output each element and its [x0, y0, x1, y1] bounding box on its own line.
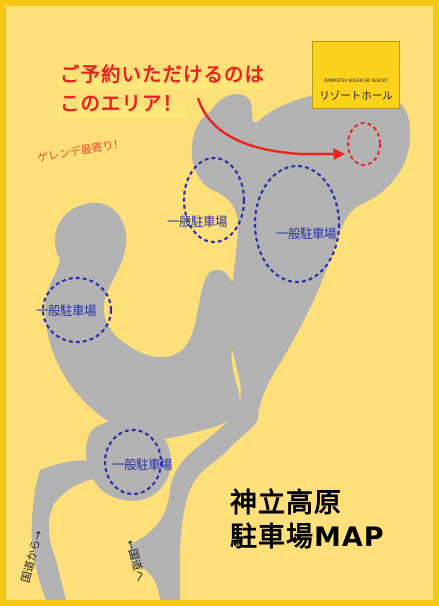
reserved-area-marker[interactable] — [347, 122, 381, 166]
notice-arrowhead — [333, 148, 345, 160]
map-title: 神立高原 駐車場MAP — [230, 487, 385, 555]
notice-line-1: ご予約いただけるのは — [58, 60, 268, 89]
resort-logo-text: KAMIKATSU KOGEN SKI RESORT — [324, 78, 388, 83]
resort-hall-label: リゾートホール — [319, 90, 393, 102]
title-line-2: 駐車場MAP — [230, 522, 385, 553]
resort-hall-sign[interactable]: KAMIKATSU KOGEN SKI RESORT リゾートホール — [312, 41, 400, 109]
lot-label-left: 一般駐車場 — [36, 303, 97, 318]
lot-label-lower: 一般駐車場 — [112, 457, 173, 472]
parking-lot-left[interactable] — [41, 276, 113, 344]
notice-arrow — [196, 97, 338, 156]
lot-label-upper: 一般駐車場 — [167, 214, 228, 229]
reservation-notice: ご予約いただけるのは このエリア！ — [58, 60, 268, 118]
parking-lot-lower[interactable] — [103, 428, 163, 496]
parking-lot-upper[interactable] — [182, 156, 246, 244]
lot-label-right: 一般駐車場 — [276, 226, 337, 241]
parking-area — [31, 89, 411, 600]
notice-line-2: このエリア！ — [58, 89, 186, 118]
parking-lot-right[interactable] — [253, 164, 341, 284]
title-line-1: 神立高原 — [230, 488, 342, 519]
